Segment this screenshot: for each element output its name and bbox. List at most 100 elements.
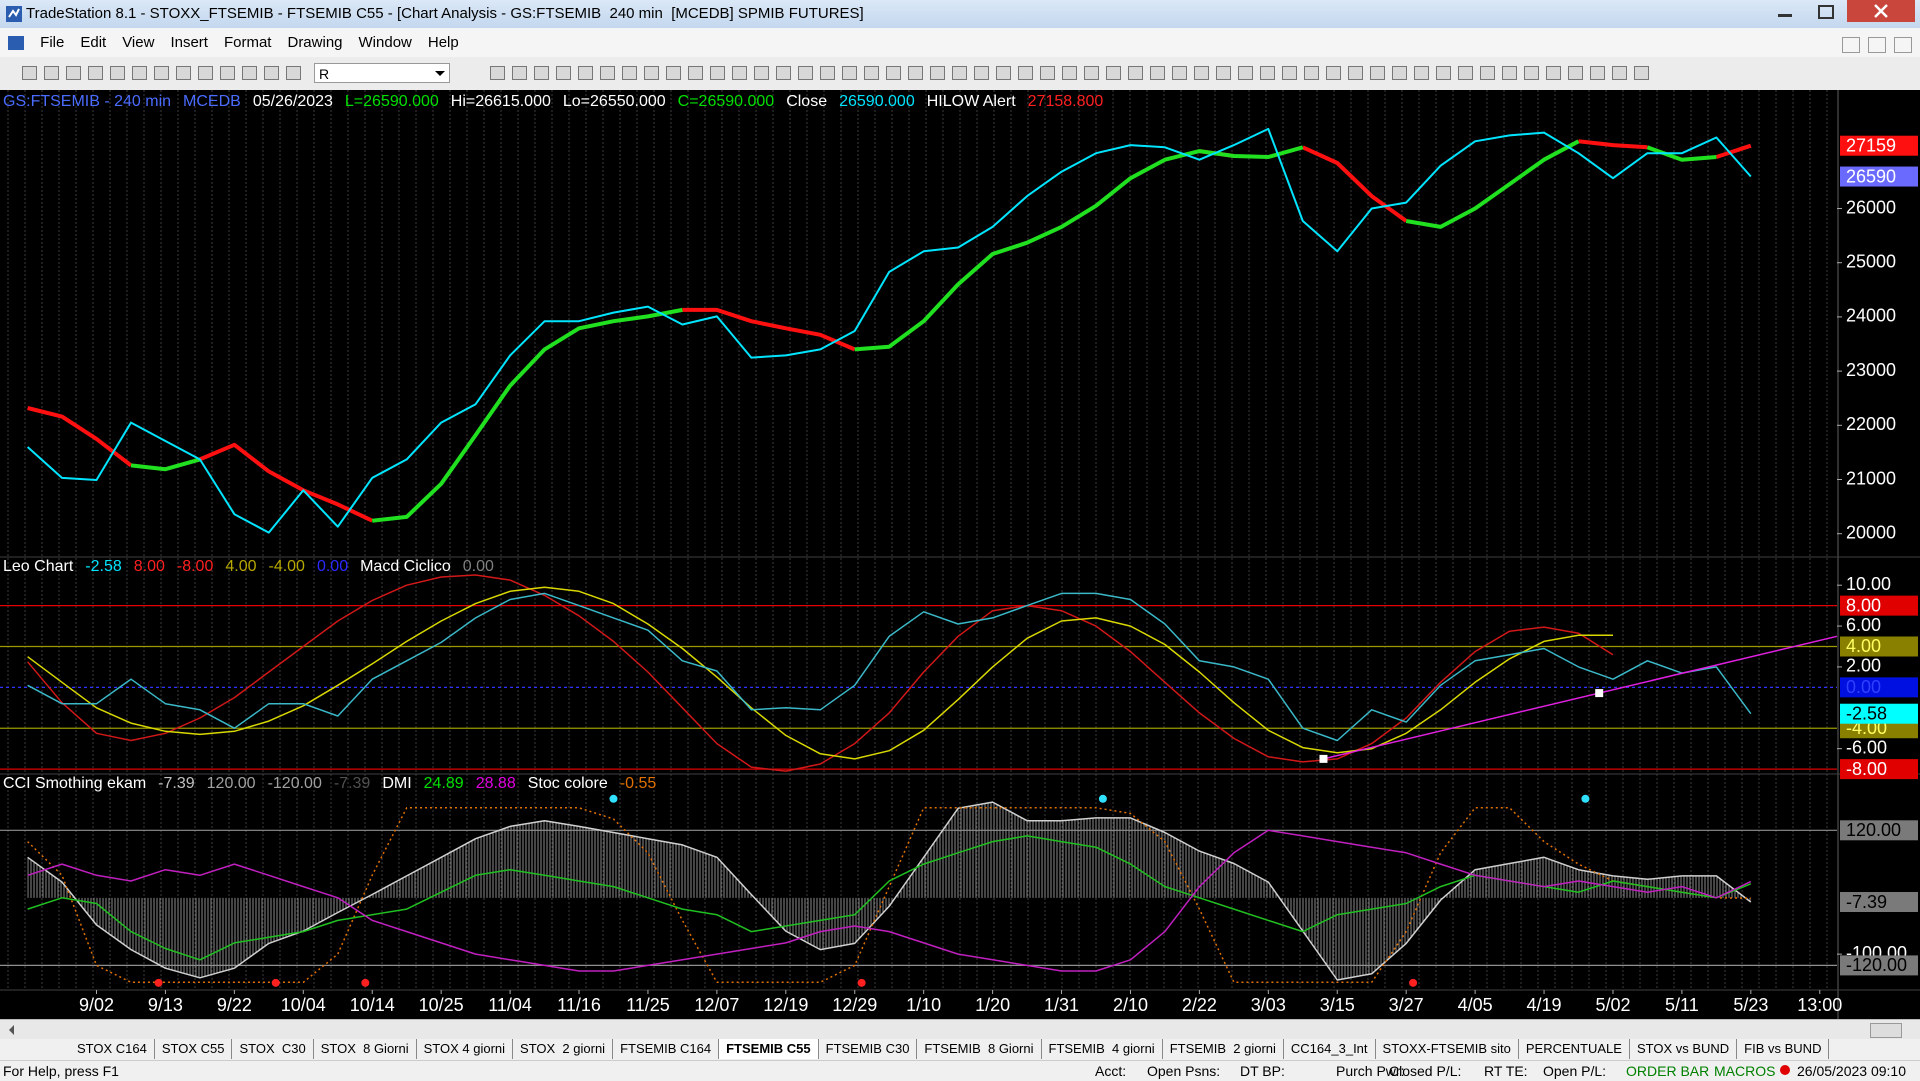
toolbar-icon[interactable] — [198, 66, 213, 80]
toolbar-icon[interactable] — [798, 66, 813, 80]
menu-item[interactable]: Window — [358, 34, 412, 51]
toolbar-icon[interactable] — [176, 66, 191, 80]
toolbar-icon[interactable] — [1084, 66, 1099, 80]
toolbar-icon[interactable] — [44, 66, 59, 80]
status-order-bar[interactable]: ORDER BAR — [1626, 1063, 1710, 1079]
scroll-left[interactable] — [4, 1025, 14, 1035]
toolbar-icon[interactable] — [110, 66, 125, 80]
tab[interactable]: STOX 2 giorni — [513, 1039, 614, 1059]
menu-item[interactable]: Edit — [80, 34, 107, 51]
toolbar-icon[interactable] — [1216, 66, 1231, 80]
toolbar-icon[interactable] — [1106, 66, 1121, 80]
toolbar-icon[interactable] — [1040, 66, 1055, 80]
menu-item[interactable]: View — [122, 34, 155, 51]
toolbar-icon[interactable] — [622, 66, 637, 80]
toolbar-icon[interactable] — [1458, 66, 1473, 80]
tab[interactable]: STOX vs BUND — [1630, 1039, 1738, 1059]
toolbar-icon[interactable] — [1634, 66, 1649, 80]
toolbar-icon[interactable] — [952, 66, 967, 80]
toolbar-icon[interactable] — [264, 66, 279, 80]
toolbar-icon[interactable] — [1018, 66, 1033, 80]
tab[interactable]: STOX C164 — [70, 1039, 155, 1059]
minimize-button[interactable] — [1765, 0, 1805, 22]
menu-item[interactable]: Format — [223, 34, 272, 51]
tab[interactable]: FTSEMIB C30 — [819, 1039, 918, 1059]
toolbar-icon[interactable] — [1172, 66, 1187, 80]
tab[interactable]: FTSEMIB C164 — [613, 1039, 720, 1059]
toolbar-icon[interactable] — [974, 66, 989, 80]
toolbar-icon[interactable] — [1414, 66, 1429, 80]
toolbar-icon[interactable] — [512, 66, 527, 80]
toolbar-icon[interactable] — [242, 66, 257, 80]
toolbar-icon[interactable] — [1260, 66, 1275, 80]
menu-item[interactable]: Drawing — [287, 34, 343, 51]
toolbar-icon[interactable] — [930, 66, 945, 80]
toolbar-icon[interactable] — [22, 66, 37, 80]
tab[interactable]: FIB vs BUND — [1737, 1039, 1830, 1059]
toolbar-icon[interactable] — [1304, 66, 1319, 80]
toolbar-icon[interactable] — [1370, 66, 1385, 80]
toolbar-icon[interactable] — [1062, 66, 1077, 80]
toolbar-icon[interactable] — [1326, 66, 1341, 80]
toolbar-icon[interactable] — [1546, 66, 1561, 80]
tab[interactable]: STOX C55 — [155, 1039, 233, 1059]
toolbar-icon[interactable] — [754, 66, 769, 80]
toolbar-icon[interactable] — [842, 66, 857, 80]
menu-item[interactable]: Insert — [170, 34, 208, 51]
toolbar-icon[interactable] — [666, 66, 681, 80]
toolbar-icon[interactable] — [534, 66, 549, 80]
toolbar-icon[interactable] — [1282, 66, 1297, 80]
toolbar-icon[interactable] — [1128, 66, 1143, 80]
tab[interactable]: STOX 4 giorni — [417, 1039, 514, 1059]
tab[interactable]: FTSEMIB 8 Giorni — [917, 1039, 1042, 1059]
status-macros[interactable]: MACROS — [1714, 1063, 1776, 1079]
mdi-buttons[interactable] — [1834, 34, 1912, 63]
toolbar-icon[interactable] — [688, 66, 703, 80]
toolbar-icon[interactable] — [490, 66, 505, 80]
toolbar-icon[interactable] — [132, 66, 147, 80]
toolbar-icon[interactable] — [1524, 66, 1539, 80]
toolbar-icon[interactable] — [66, 66, 81, 80]
menu-item[interactable]: Help — [427, 34, 459, 51]
toolbar-icon[interactable] — [996, 66, 1011, 80]
toolbar-icon[interactable] — [820, 66, 835, 80]
toolbar-icon[interactable] — [644, 66, 659, 80]
toolbar-icon[interactable] — [908, 66, 923, 80]
toolbar-icon[interactable] — [1348, 66, 1363, 80]
tab[interactable]: CC164_3_Int — [1284, 1039, 1376, 1059]
toolbar-icon[interactable] — [886, 66, 901, 80]
tab[interactable]: FTSEMIB C55 — [719, 1039, 819, 1059]
toolbar-icon[interactable] — [1502, 66, 1517, 80]
tab[interactable]: STOX C30 — [232, 1039, 314, 1059]
scrollbar[interactable] — [0, 1019, 1920, 1040]
toolbar-icon[interactable] — [710, 66, 725, 80]
close-button[interactable] — [1847, 0, 1915, 22]
tab[interactable]: STOXX-FTSEMIB sito — [1376, 1039, 1519, 1059]
toolbar-icon[interactable] — [220, 66, 235, 80]
toolbar-icon[interactable] — [578, 66, 593, 80]
toolbar-icon[interactable] — [286, 66, 301, 80]
toolbar-icon[interactable] — [1436, 66, 1451, 80]
toolbar-icon[interactable] — [732, 66, 747, 80]
toolbar-icon[interactable] — [1150, 66, 1165, 80]
toolbar-icon[interactable] — [1238, 66, 1253, 80]
scroll-thumb[interactable] — [1870, 1023, 1902, 1038]
toolbar-icon[interactable] — [1480, 66, 1495, 80]
toolbar-icon[interactable] — [1392, 66, 1407, 80]
symbol-box[interactable]: R — [314, 63, 450, 83]
menu-item[interactable]: File — [40, 34, 65, 51]
toolbar-icon[interactable] — [600, 66, 615, 80]
toolbar-icon[interactable] — [154, 66, 169, 80]
tab[interactable]: FTSEMIB 2 giorni — [1163, 1039, 1284, 1059]
toolbar-icon[interactable] — [1590, 66, 1605, 80]
toolbar-icon[interactable] — [776, 66, 791, 80]
toolbar-icon[interactable] — [556, 66, 571, 80]
toolbar-icon[interactable] — [864, 66, 879, 80]
tab[interactable]: PERCENTUALE — [1519, 1039, 1630, 1059]
tab[interactable]: FTSEMIB 4 giorni — [1042, 1039, 1163, 1059]
tab[interactable]: STOX 8 Giorni — [314, 1039, 417, 1059]
toolbar-icon[interactable] — [1568, 66, 1583, 80]
maximize-button[interactable] — [1805, 0, 1845, 22]
toolbar-icon[interactable] — [88, 66, 103, 80]
toolbar-icon[interactable] — [1194, 66, 1209, 80]
